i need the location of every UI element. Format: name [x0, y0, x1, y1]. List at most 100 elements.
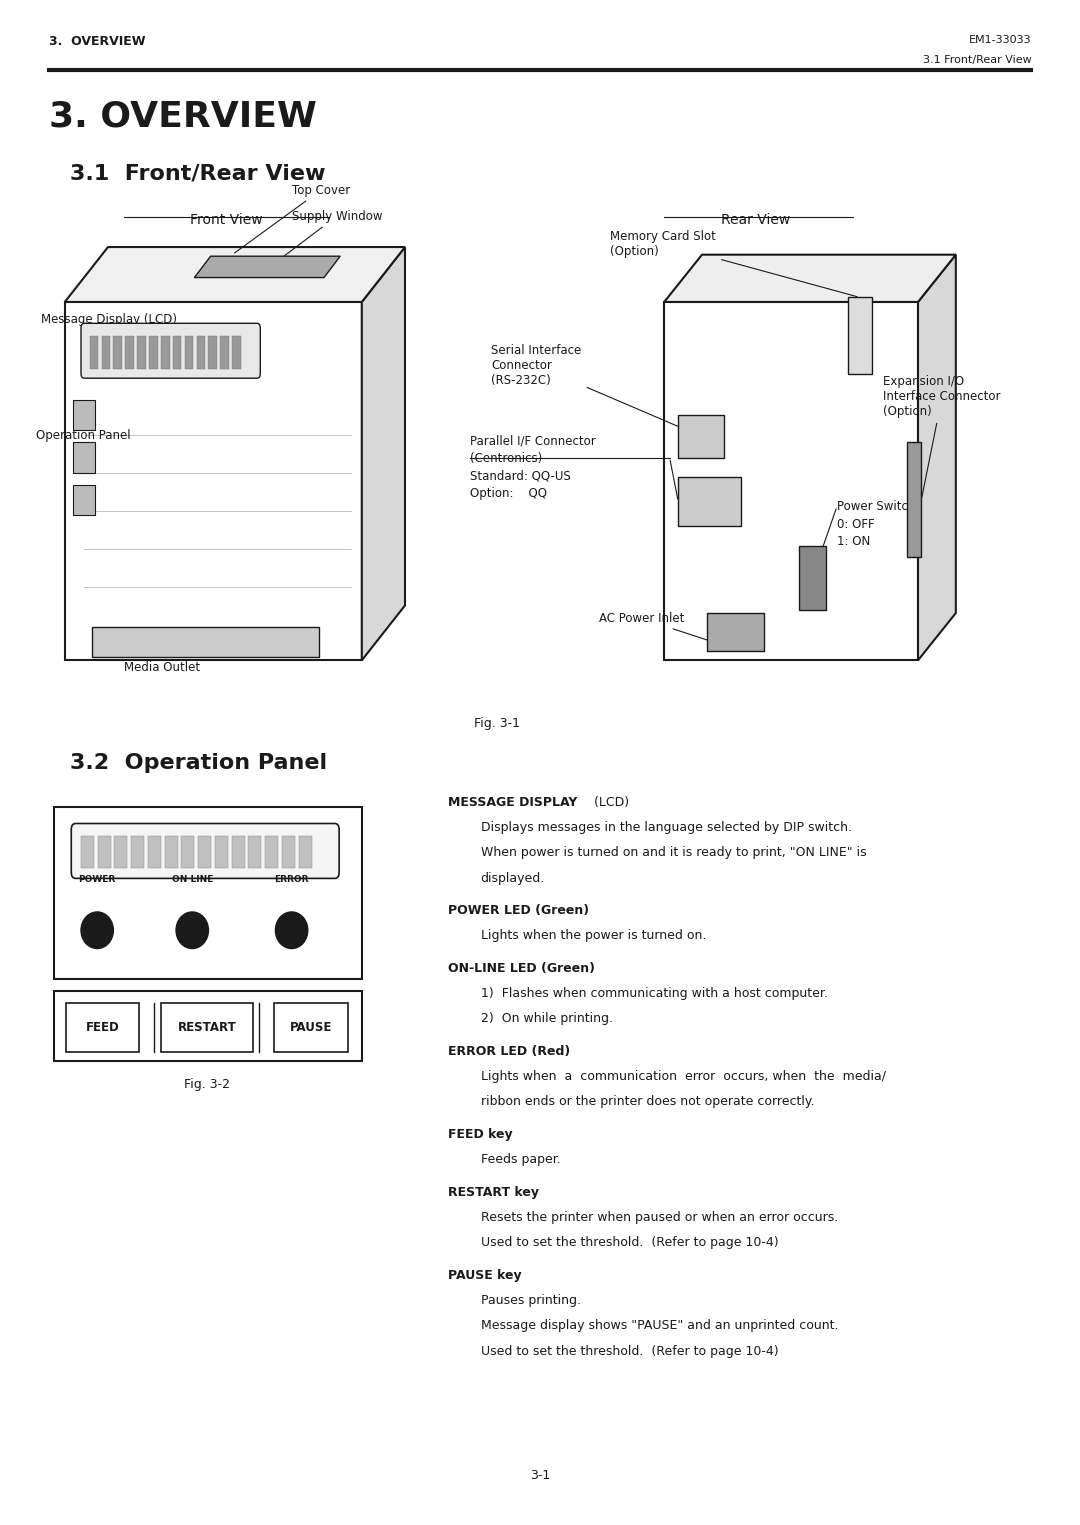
- Text: Used to set the threshold.  (Refer to page 10-4): Used to set the threshold. (Refer to pag…: [481, 1237, 779, 1249]
- Polygon shape: [194, 256, 340, 278]
- Polygon shape: [664, 255, 956, 302]
- FancyBboxPatch shape: [678, 415, 724, 457]
- Text: Top Cover: Top Cover: [234, 183, 350, 253]
- Text: Fig. 3-1: Fig. 3-1: [474, 717, 519, 730]
- Text: Memory Card Slot
(Option): Memory Card Slot (Option): [610, 230, 858, 297]
- Text: RESTART key: RESTART key: [448, 1186, 539, 1199]
- Text: MESSAGE DISPLAY: MESSAGE DISPLAY: [448, 796, 578, 810]
- FancyBboxPatch shape: [162, 1003, 253, 1052]
- FancyBboxPatch shape: [161, 336, 170, 369]
- FancyBboxPatch shape: [848, 297, 872, 374]
- Text: Message display shows "PAUSE" and an unprinted count.: Message display shows "PAUSE" and an unp…: [481, 1319, 838, 1333]
- FancyBboxPatch shape: [65, 302, 362, 660]
- FancyBboxPatch shape: [132, 836, 145, 868]
- FancyBboxPatch shape: [185, 336, 193, 369]
- FancyBboxPatch shape: [149, 336, 158, 369]
- Text: POWER LED (Green): POWER LED (Green): [448, 904, 590, 917]
- Text: Power Switch
0: OFF
1: ON: Power Switch 0: OFF 1: ON: [837, 500, 916, 547]
- Text: EM1-33033: EM1-33033: [969, 35, 1031, 46]
- FancyBboxPatch shape: [707, 613, 764, 651]
- Text: 3.1  Front/Rear View: 3.1 Front/Rear View: [70, 163, 326, 183]
- FancyBboxPatch shape: [232, 836, 245, 868]
- FancyBboxPatch shape: [181, 836, 194, 868]
- Text: RESTART: RESTART: [178, 1022, 237, 1034]
- FancyBboxPatch shape: [164, 836, 177, 868]
- Text: Supply Window: Supply Window: [270, 209, 382, 267]
- Text: 3. OVERVIEW: 3. OVERVIEW: [49, 99, 316, 133]
- FancyBboxPatch shape: [197, 336, 205, 369]
- Text: When power is turned on and it is ready to print, "ON LINE" is: When power is turned on and it is ready …: [481, 846, 866, 860]
- Text: ON-LINE LED (Green): ON-LINE LED (Green): [448, 962, 595, 974]
- Text: PAUSE key: PAUSE key: [448, 1269, 522, 1283]
- Text: Pauses printing.: Pauses printing.: [481, 1295, 581, 1307]
- FancyBboxPatch shape: [282, 836, 295, 868]
- Text: ERROR: ERROR: [274, 875, 309, 884]
- Text: Fig. 3-2: Fig. 3-2: [185, 1078, 230, 1092]
- Text: Operation Panel: Operation Panel: [36, 422, 131, 442]
- Text: Displays messages in the language selected by DIP switch.: Displays messages in the language select…: [481, 820, 852, 834]
- Text: ON LINE: ON LINE: [172, 875, 213, 884]
- Text: 3.2  Operation Panel: 3.2 Operation Panel: [70, 753, 327, 773]
- FancyBboxPatch shape: [907, 442, 921, 557]
- Ellipse shape: [81, 912, 113, 949]
- Polygon shape: [362, 247, 405, 660]
- FancyBboxPatch shape: [125, 336, 134, 369]
- Text: Feeds paper.: Feeds paper.: [481, 1153, 561, 1167]
- Text: Rear View: Rear View: [721, 214, 791, 227]
- FancyBboxPatch shape: [232, 336, 241, 369]
- Polygon shape: [918, 255, 956, 660]
- Polygon shape: [65, 247, 405, 302]
- FancyBboxPatch shape: [266, 836, 279, 868]
- FancyBboxPatch shape: [173, 336, 181, 369]
- Text: ribbon ends or the printer does not operate correctly.: ribbon ends or the printer does not oper…: [481, 1095, 814, 1109]
- FancyBboxPatch shape: [113, 336, 122, 369]
- Text: Resets the printer when paused or when an error occurs.: Resets the printer when paused or when a…: [481, 1211, 838, 1225]
- Text: Lights when  a  communication  error  occurs, when  the  media/: Lights when a communication error occurs…: [481, 1071, 886, 1083]
- FancyBboxPatch shape: [208, 336, 217, 369]
- FancyBboxPatch shape: [148, 836, 161, 868]
- Text: AC Power Inlet: AC Power Inlet: [599, 612, 734, 648]
- Text: displayed.: displayed.: [481, 872, 544, 884]
- FancyBboxPatch shape: [114, 836, 127, 868]
- FancyBboxPatch shape: [73, 485, 95, 515]
- Text: Used to set the threshold.  (Refer to page 10-4): Used to set the threshold. (Refer to pag…: [481, 1345, 779, 1357]
- FancyBboxPatch shape: [215, 836, 228, 868]
- FancyBboxPatch shape: [274, 1003, 348, 1052]
- FancyBboxPatch shape: [199, 836, 212, 868]
- Text: PAUSE: PAUSE: [289, 1022, 333, 1034]
- Text: 1)  Flashes when communicating with a host computer.: 1) Flashes when communicating with a hos…: [481, 987, 827, 1000]
- Ellipse shape: [176, 912, 208, 949]
- Text: 2)  On while printing.: 2) On while printing.: [481, 1013, 612, 1025]
- FancyBboxPatch shape: [248, 836, 261, 868]
- FancyBboxPatch shape: [71, 824, 339, 878]
- Ellipse shape: [275, 912, 308, 949]
- FancyBboxPatch shape: [90, 336, 98, 369]
- FancyBboxPatch shape: [678, 477, 741, 526]
- FancyBboxPatch shape: [66, 1003, 139, 1052]
- Text: Lights when the power is turned on.: Lights when the power is turned on.: [481, 929, 706, 942]
- Text: 3-1: 3-1: [530, 1469, 550, 1482]
- FancyBboxPatch shape: [102, 336, 110, 369]
- Text: FEED: FEED: [85, 1022, 120, 1034]
- Text: Media Outlet: Media Outlet: [124, 642, 200, 674]
- FancyBboxPatch shape: [54, 991, 362, 1061]
- FancyBboxPatch shape: [298, 836, 312, 868]
- Text: FEED key: FEED key: [448, 1128, 513, 1141]
- FancyBboxPatch shape: [81, 323, 260, 378]
- FancyBboxPatch shape: [81, 836, 94, 868]
- FancyBboxPatch shape: [799, 546, 826, 610]
- Text: Parallel I/F Connector
(Centronics)
Standard: QQ-US
Option:    QQ: Parallel I/F Connector (Centronics) Stan…: [470, 435, 595, 500]
- Text: ERROR LED (Red): ERROR LED (Red): [448, 1045, 570, 1058]
- FancyBboxPatch shape: [220, 336, 229, 369]
- FancyBboxPatch shape: [664, 302, 918, 660]
- Text: POWER: POWER: [79, 875, 116, 884]
- FancyBboxPatch shape: [73, 400, 95, 430]
- FancyBboxPatch shape: [137, 336, 146, 369]
- FancyBboxPatch shape: [92, 627, 319, 657]
- Text: 3.  OVERVIEW: 3. OVERVIEW: [49, 35, 145, 49]
- FancyBboxPatch shape: [97, 836, 110, 868]
- Text: Expansion I/O
Interface Connector
(Option): Expansion I/O Interface Connector (Optio…: [883, 375, 1001, 497]
- Text: 3.1 Front/Rear View: 3.1 Front/Rear View: [922, 55, 1031, 66]
- FancyBboxPatch shape: [73, 442, 95, 473]
- Text: Message Display (LCD): Message Display (LCD): [41, 313, 177, 352]
